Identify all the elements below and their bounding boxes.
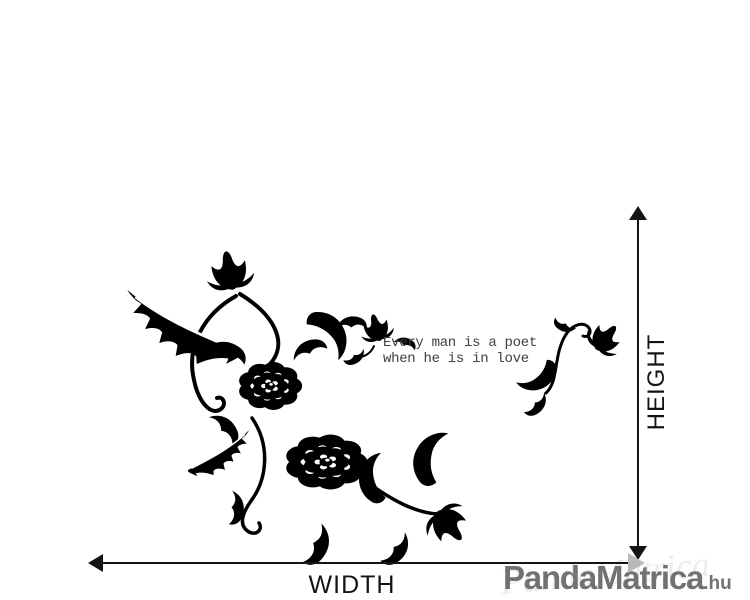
width-dimension-line xyxy=(95,562,629,564)
comma-leaf xyxy=(342,348,368,368)
peony-flower xyxy=(286,434,368,490)
arrow-right-icon xyxy=(628,553,645,573)
tulip-flower xyxy=(202,247,257,294)
peony-flower xyxy=(239,362,303,410)
quote-text: Every man is a poet when he is in love xyxy=(383,335,537,367)
quote-line-1: Every man is a poet xyxy=(383,335,537,351)
watermark-tld: .hu xyxy=(703,573,732,594)
watermark-brand: PandaMátrica xyxy=(503,559,704,596)
width-label: WIDTH xyxy=(308,571,396,599)
arrow-up-icon xyxy=(629,206,647,220)
quote-line-2: when he is in love xyxy=(383,350,529,367)
comma-leaf xyxy=(290,337,329,361)
height-dimension-line xyxy=(637,216,639,550)
serrated-leaf xyxy=(182,429,256,480)
tulip-flower xyxy=(581,314,630,362)
site-watermark: PandaMátrica.hu xyxy=(503,559,732,597)
comma-leaf xyxy=(521,392,552,420)
crescent-leaf xyxy=(410,432,453,488)
height-label: HEIGHT xyxy=(643,333,670,431)
tulip-flower xyxy=(419,496,479,555)
comma-leaf xyxy=(376,532,417,571)
arrow-left-icon xyxy=(88,554,103,572)
